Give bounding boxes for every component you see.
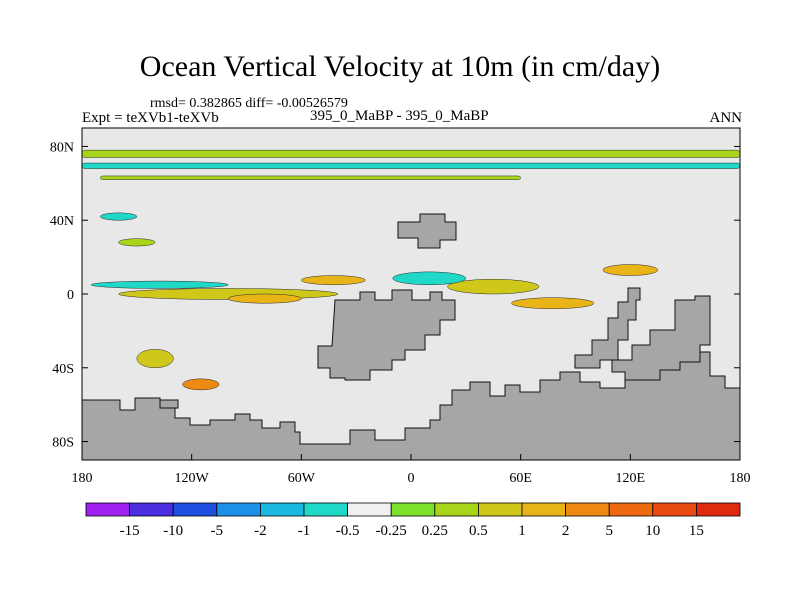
colorbar-swatch-3 [216,502,261,517]
continent-indo [574,287,641,369]
colorbar-swatch-6 [347,502,392,517]
rmsd-diff-stats: rmsd= 0.382865 diff= -0.00526579 [150,96,348,111]
x-tick-label-1: 120W [175,471,210,486]
x-tick-label-3: 0 [408,471,415,486]
velocity-contour-4 [118,288,339,300]
colorbar-swatch-0 [85,502,130,517]
colorbar-swatch-4 [259,502,305,517]
colorbar-swatch-2 [172,502,218,517]
velocity-contour-5 [227,293,302,304]
x-tick-label-0: 180 [72,471,93,486]
velocity-contour-6 [301,275,366,286]
velocity-contour-9 [447,278,540,295]
velocity-field [82,149,740,391]
velocity-contour-14 [118,238,156,247]
colorbar-swatch-10 [521,502,566,517]
velocity-contour-8 [182,378,220,391]
land-mask [82,213,740,460]
season-label: ANN [709,110,743,126]
velocity-contour-12 [602,264,658,276]
axis-ticks: 180 120W 60W 0 60E 120E 180 80N 40N 0 40S 80S [50,140,751,486]
colorbar-swatch-14 [696,502,741,517]
colorbar-swatch-5 [303,502,348,517]
velocity-contour-11 [392,271,467,286]
colorbar-label-4: -1 [298,523,311,539]
colorbar-label-2: -5 [211,523,224,539]
colorbar-label-9: 1 [518,523,526,539]
colorbar: -15 -10 -5 -2 -1 -0.5 -0.25 0.25 0.5 1 2 5 10 15 [85,502,741,539]
continent-east [317,289,456,381]
velocity-contour-0 [82,149,740,158]
colorbar-label-1: -10 [163,523,183,539]
y-tick-label-4: 80S [52,436,74,451]
colorbar-label-10: 2 [562,523,570,539]
y-tick-label-0: 80N [50,140,74,155]
colorbar-label-6: -0.25 [376,523,407,539]
colorbar-swatch-13 [652,502,697,517]
colorbar-label-0: -15 [120,523,140,539]
colorbar-label-8: 0.5 [469,523,488,539]
y-tick-label-1: 40N [50,214,74,229]
colorbar-swatch-11 [565,502,610,517]
continent-australia [611,295,711,381]
y-tick-label-2: 0 [67,288,74,303]
velocity-contour-13 [100,212,138,221]
velocity-contour-10 [511,297,595,310]
x-tick-label-4: 60E [509,471,532,486]
colorbar-label-11: 5 [605,523,613,539]
x-tick-label-6: 180 [730,471,751,486]
colorbar-swatch-8 [434,502,479,517]
colorbar-label-3: -2 [254,523,267,539]
continent-north [397,213,457,249]
case-label: 395_0_MaBP - 395_0_MaBP [310,108,489,124]
colorbar-swatch-9 [477,502,523,517]
velocity-contour-7 [136,349,174,369]
colorbar-swatch-1 [129,502,174,517]
colorbar-label-5: -0.5 [336,523,360,539]
colorbar-label-7: 0.25 [422,523,448,539]
colorbar-swatch-7 [390,502,436,517]
x-tick-label-2: 60W [288,471,316,486]
colorbar-label-13: 15 [689,523,704,539]
velocity-contour-1 [82,162,740,169]
plot-title: Ocean Vertical Velocity at 10m (in cm/da… [139,50,661,83]
x-tick-label-5: 120E [616,471,646,486]
island-south-america [159,399,179,409]
colorbar-swatch-12 [608,502,654,517]
experiment-label: Expt = teXVb1-teXVb [82,110,219,126]
y-tick-label-3: 40S [52,362,74,377]
velocity-contour-3 [90,280,229,289]
colorbar-label-12: 10 [645,523,660,539]
velocity-contour-2 [100,175,521,180]
